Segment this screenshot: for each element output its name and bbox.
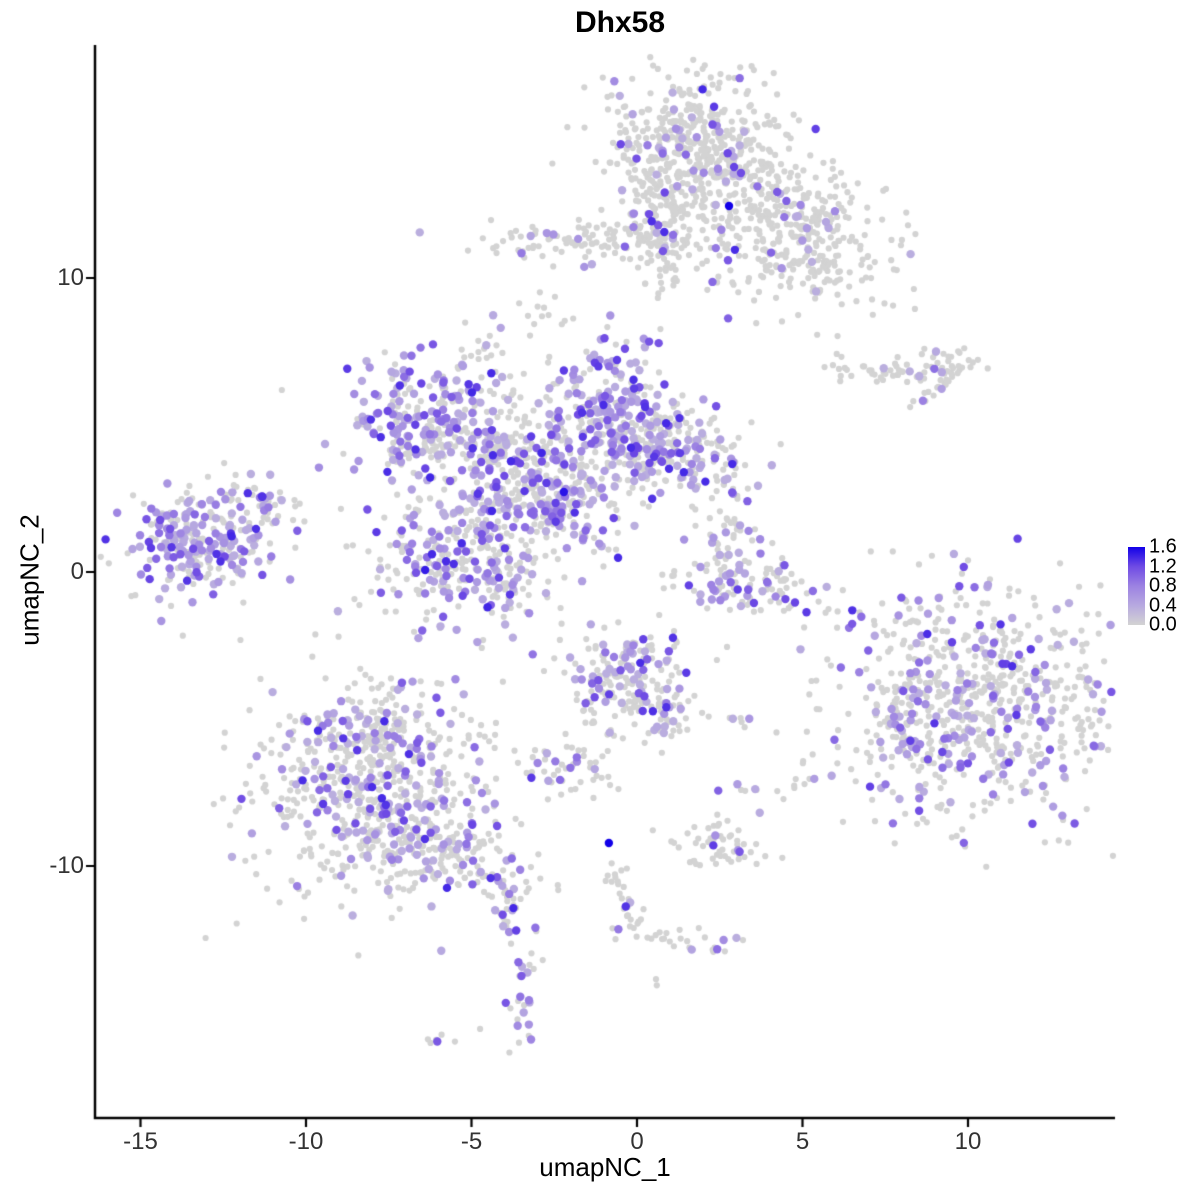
- x-tick-label: 0: [630, 1128, 644, 1155]
- legend-tick-label: 0.8: [1149, 574, 1177, 597]
- x-tick-label: -15: [123, 1128, 158, 1155]
- y-tick-label: 10: [57, 264, 84, 291]
- y-tick-label: -10: [49, 852, 84, 879]
- x-axis-title: umapNC_1: [539, 1152, 671, 1182]
- legend-tick-label: 1.6: [1149, 535, 1177, 558]
- x-tick-label: 10: [954, 1128, 982, 1155]
- x-tick-label: -5: [460, 1128, 483, 1155]
- legend-tick-label: 0.0: [1149, 613, 1177, 636]
- y-tick-label: 0: [70, 558, 84, 585]
- x-tick-label: 5: [795, 1128, 810, 1155]
- y-axis-title: umapNC_2: [14, 514, 45, 646]
- legend-tick-label: 0.4: [1149, 594, 1177, 616]
- legend-tick-label: 1.2: [1149, 555, 1177, 577]
- x-tick-label: -10: [288, 1128, 324, 1155]
- legend-colorbar: [1128, 547, 1145, 625]
